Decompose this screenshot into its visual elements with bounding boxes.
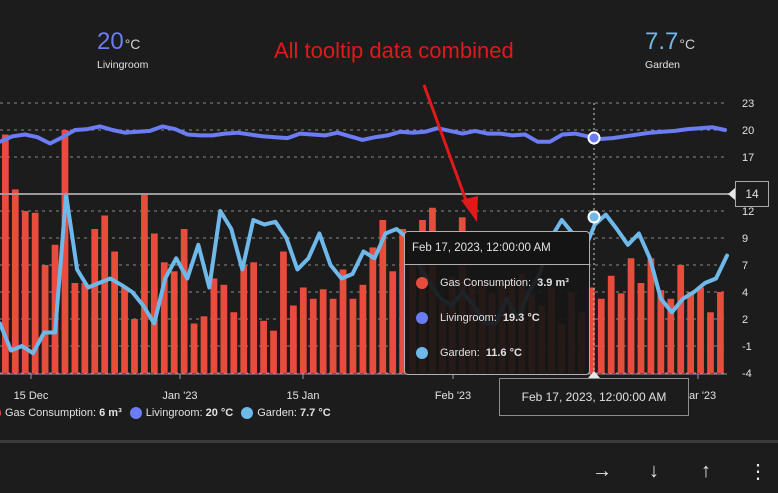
legend-item-gas[interactable]: Gas Consumption: 6 m³ [0,407,122,419]
tooltip-title: Feb 17, 2023, 12:00:00 AM [405,232,589,265]
gas-dot-icon [416,276,428,289]
svg-text:15 Jan: 15 Jan [286,390,319,402]
svg-text:Jan '23: Jan '23 [162,390,197,402]
stat-garden[interactable]: 7.7°C Garden [645,28,695,71]
x-axis-tooltip: Feb 17, 2023, 12:00:00 AM [499,378,689,416]
legend-value: 6 m³ [99,407,122,419]
arrow-down-icon[interactable]: ↓ [649,459,659,482]
arrow-up-icon[interactable]: ↑ [701,459,711,482]
svg-text:4: 4 [742,287,748,299]
stat-name: Garden [645,59,681,71]
annotation-arrow-icon [422,84,478,222]
legend-value: 20 °C [205,407,234,419]
tooltip-label: Gas Consumption: [440,276,532,289]
tooltip-value: 11.6 °C [485,346,522,359]
crosshair-pointer-icon [728,188,735,200]
tooltip-value: 3.9 m³ [537,276,569,289]
svg-text:7: 7 [742,260,748,272]
stat-unit: °C [679,36,696,52]
legend-label: Gas Consumption: [5,407,97,419]
arrow-right-icon[interactable]: → [592,459,612,482]
gas-dot-icon [0,407,1,419]
chart-tooltip: Feb 17, 2023, 12:00:00 AM Gas Consumptio… [404,231,590,375]
svg-text:-4: -4 [742,368,752,380]
svg-text:2: 2 [742,314,748,326]
legend-label: Garden: [257,407,297,419]
stat-value: 7.7 [645,28,679,55]
tooltip-row-livingroom: Livingroom: 19.3 °C [405,300,589,335]
tooltip-label: Garden: [440,346,480,359]
garden-dot-icon [241,407,254,419]
svg-text:12: 12 [742,206,754,218]
legend-item-livingroom[interactable]: Livingroom: 20 °C [129,407,234,419]
svg-text:17: 17 [742,152,754,164]
livingroom-dot-icon [416,311,428,324]
stat-livingroom[interactable]: 20°C Livingroom [97,28,148,71]
svg-text:20: 20 [742,125,754,137]
stat-value: 20 [97,28,124,55]
axes: 23 20 17 12 9 7 4 2 -1 -4 15 Dec Jan '23 15 Jan Feb '… [0,98,754,402]
card-toolbar: → ↓ ↑ ⋮ [576,458,778,484]
annotation-text: All tooltip data combined [274,38,514,63]
crosshair-overlay [0,103,730,378]
livingroom-dot-icon [129,407,142,419]
tooltip-value: 19.3 °C [502,311,540,324]
stat-unit: °C [124,36,141,52]
svg-text:9: 9 [742,233,748,245]
legend-item-garden[interactable]: Garden: 7.7 °C [241,407,331,419]
more-vert-icon[interactable]: ⋮ [748,460,768,483]
tooltip-row-gas: Gas Consumption: 3.9 m³ [405,265,589,300]
tooltip-label: Livingroom: [440,311,497,324]
temperature-lines[interactable] [0,124,729,356]
svg-text:-1: -1 [742,341,752,353]
legend-value: 7.7 °C [299,407,331,419]
garden-dot-icon [416,346,428,359]
tooltip-row-garden: Garden: 11.6 °C [405,335,589,370]
chart-legend: Gas Consumption: 6 m³ Livingroom: 20 °C … [0,407,339,419]
svg-text:15 Dec: 15 Dec [14,390,49,402]
crosshair-y-label: 14 [735,181,769,207]
card-divider [0,440,778,443]
svg-text:Feb '23: Feb '23 [435,390,471,402]
stat-name: Livingroom [97,59,149,71]
legend-label: Livingroom: [145,407,203,419]
svg-text:23: 23 [742,98,754,110]
chart-area[interactable]: 23 20 17 12 9 7 4 2 -1 -4 15 Dec Jan '23 15 Jan Feb '… [0,0,778,440]
